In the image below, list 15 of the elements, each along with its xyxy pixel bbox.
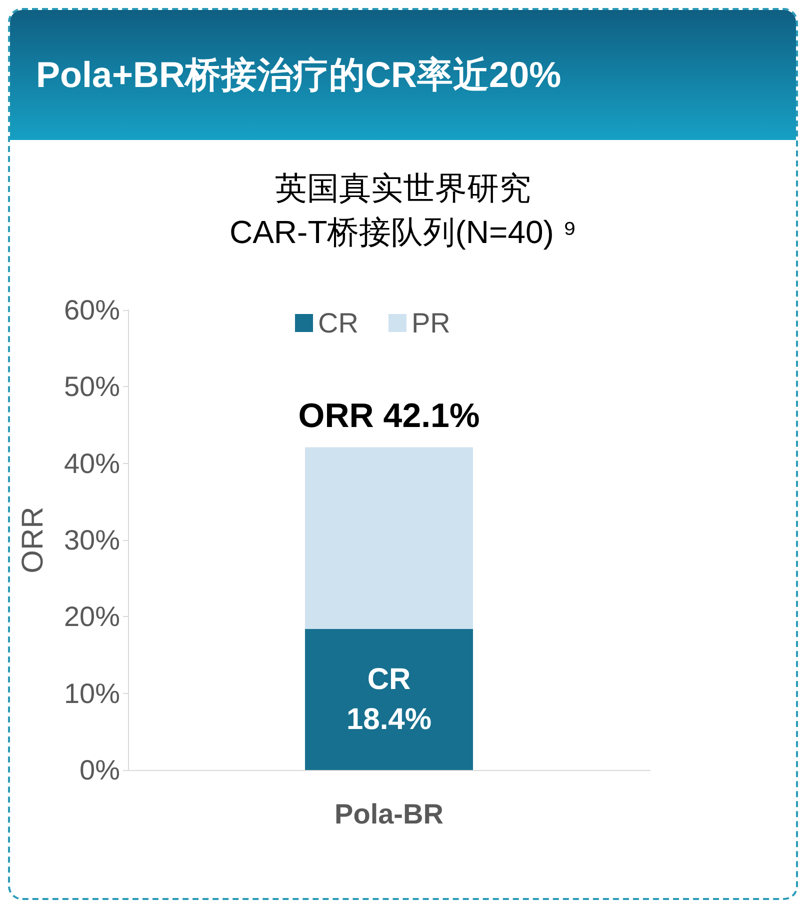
x-tick-label: Pola-BR <box>334 798 444 830</box>
chart-title: Pola+BR桥接治疗的CR率近20% <box>36 52 562 96</box>
legend-label: PR <box>411 308 450 338</box>
y-tick-label: 20% <box>64 601 120 632</box>
y-tick-label: 10% <box>64 678 120 709</box>
y-tick-label: 0% <box>80 754 120 786</box>
total-label: ORR 42.1% <box>298 397 480 436</box>
y-tick-label: 40% <box>64 448 120 479</box>
y-tick-label: 50% <box>64 371 120 402</box>
y-axis-title: ORR <box>16 506 50 574</box>
chart-subtitle: 英国真实世界研究 CAR-T桥接队列(N=40) ⁹ <box>228 169 578 252</box>
legend-label: CR <box>318 308 358 338</box>
y-tick-label: 30% <box>64 524 120 556</box>
data-label: CR 18.4% <box>346 662 432 736</box>
y-tick-label: 60% <box>64 294 120 326</box>
